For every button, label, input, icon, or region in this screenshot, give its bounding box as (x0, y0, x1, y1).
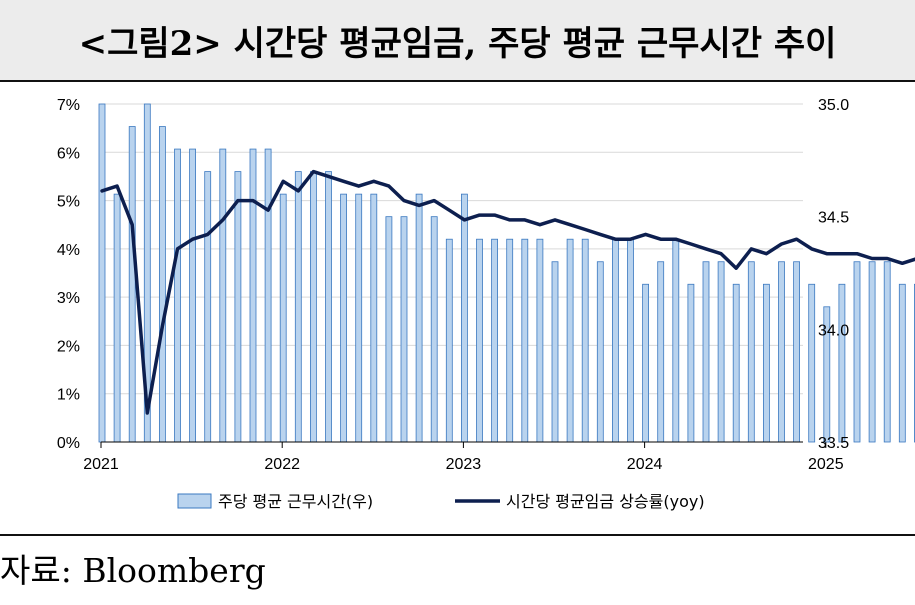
bar (672, 238, 680, 443)
chart-title: <그림2> 시간당 평균임금, 주당 평균 근무시간 추이 (78, 23, 837, 64)
bar (460, 193, 468, 443)
source-note: 자료: Bloomberg (0, 551, 266, 590)
legend-bar-swatch (177, 493, 212, 509)
y-left-tick-label: 2% (57, 338, 80, 355)
bar (204, 171, 212, 443)
bar (325, 171, 332, 443)
bar (747, 261, 755, 443)
bar (430, 216, 438, 443)
bar (521, 238, 529, 443)
x-tick-label: 2025 (808, 456, 844, 473)
bar (158, 126, 166, 443)
y-left-tick-label: 4% (57, 242, 80, 259)
bar (219, 148, 227, 443)
bar (793, 261, 800, 443)
title-bar: <그림2> 시간당 평균임금, 주당 평균 근무시간 추이 (0, 0, 915, 82)
legend-line-label: 시간당 평균임금 상승률(yoy) (506, 492, 705, 511)
bar (415, 193, 423, 443)
y-left-tick-label: 5% (57, 194, 80, 211)
bar (808, 283, 816, 443)
bar (823, 306, 831, 443)
bar (249, 148, 257, 443)
y-left-tick-label: 0% (57, 435, 80, 452)
bar (445, 238, 453, 443)
bar (868, 261, 876, 443)
bar (627, 238, 634, 443)
bar (309, 171, 317, 443)
bar (264, 148, 272, 443)
bar (536, 238, 544, 443)
bar (385, 216, 393, 443)
bar (98, 103, 106, 443)
bar (596, 261, 604, 443)
y-left-tick-label: 1% (57, 387, 80, 404)
bar (717, 261, 725, 443)
bar (566, 238, 574, 443)
x-tick-label: 2023 (446, 456, 482, 473)
bar (763, 283, 770, 443)
x-tick-label: 2022 (264, 456, 300, 473)
bar (581, 238, 589, 443)
bar (128, 126, 136, 443)
bar (506, 238, 514, 443)
chart: 0% 1% 2% 3% 4% 5% 6% 7% 33.5 34.0 34.5 35.0 2021 2022… (57, 97, 915, 511)
axes: 0% 1% 2% 3% 4% 5% 6% 7% 33.5 34.0 34.5 35.0 2021 2022… (57, 97, 849, 473)
y-left-tick-label: 6% (57, 145, 80, 162)
line-series-layer (100, 169, 915, 415)
bar (113, 193, 121, 443)
bar (657, 261, 665, 443)
legend: 주당 평균 근무시간(우) 시간당 평균임금 상승률(yoy) (177, 492, 705, 511)
bar (189, 148, 197, 443)
x-tick-label: 2021 (83, 456, 119, 473)
bar (491, 238, 499, 443)
y-left-tick-label: 7% (57, 97, 80, 114)
bar (702, 261, 710, 443)
x-tick-label: 2024 (627, 456, 663, 473)
y-right-tick-label: 35.0 (818, 97, 849, 114)
bar (687, 283, 695, 443)
bar (370, 193, 378, 443)
bar (838, 283, 846, 443)
bar (400, 216, 408, 443)
bar (294, 171, 302, 443)
bar (853, 261, 861, 443)
line-series (100, 169, 915, 415)
bar (898, 283, 906, 443)
y-right-tick-label: 34.5 (818, 210, 849, 227)
y-right-tick-label: 33.5 (818, 435, 849, 452)
bar (476, 238, 483, 443)
bar (279, 193, 287, 443)
bar (355, 193, 363, 443)
bar (551, 261, 559, 443)
y-left-tick-label: 3% (57, 290, 80, 307)
bottom-rule (0, 534, 915, 536)
bar (732, 283, 740, 443)
bar (174, 148, 181, 443)
legend-bar-label: 주당 평균 근무시간(우) (218, 492, 373, 511)
bar (642, 283, 649, 443)
bar (778, 261, 785, 443)
bar-series (98, 103, 915, 443)
bar (340, 193, 348, 443)
bar (612, 238, 619, 443)
y-right-tick-label: 34.0 (818, 322, 849, 339)
bar (883, 261, 891, 443)
bar (234, 171, 242, 443)
